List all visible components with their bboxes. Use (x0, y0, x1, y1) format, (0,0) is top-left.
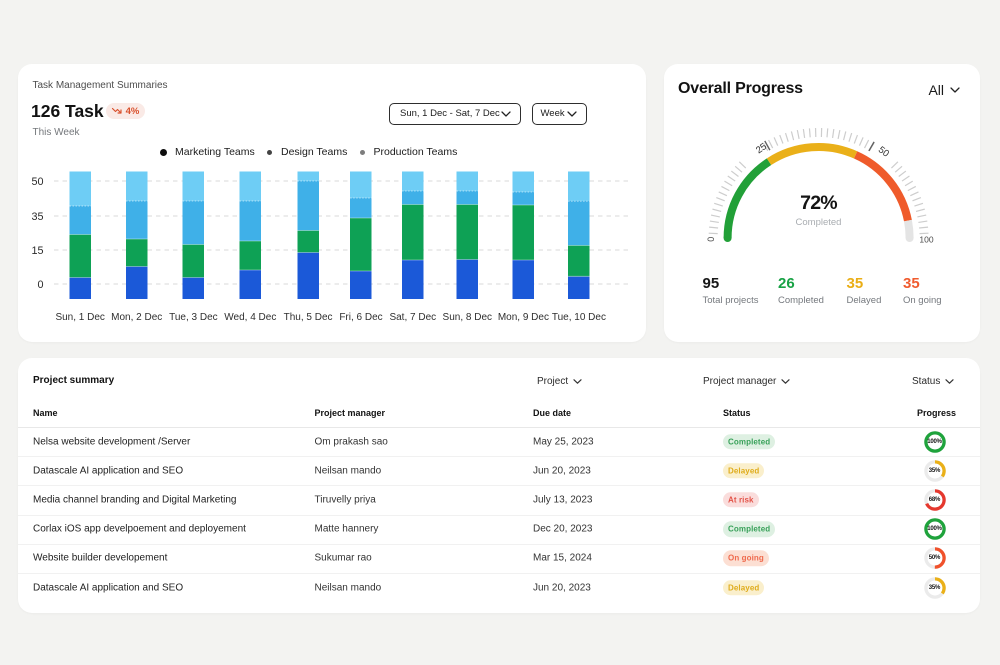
svg-text:Sun, 1 Dec: Sun, 1 Dec (55, 312, 104, 323)
svg-text:25: 25 (754, 141, 769, 156)
svg-text:Sat, 7 Dec: Sat, 7 Dec (389, 312, 436, 323)
svg-text:Thu, 5 Dec: Thu, 5 Dec (284, 312, 333, 323)
svg-text:50: 50 (31, 176, 43, 188)
svg-text:Tue, 10 Dec: Tue, 10 Dec (552, 312, 606, 323)
svg-text:Wed, 4 Dec: Wed, 4 Dec (224, 312, 276, 323)
svg-text:100: 100 (919, 235, 933, 245)
svg-text:50: 50 (876, 144, 891, 159)
svg-text:Mon, 9 Dec: Mon, 9 Dec (498, 312, 549, 323)
svg-text:0: 0 (37, 279, 43, 291)
svg-text:0: 0 (706, 237, 716, 242)
svg-text:15: 15 (31, 245, 43, 257)
svg-text:Sun, 8 Dec: Sun, 8 Dec (443, 312, 492, 323)
svg-text:Fri, 6 Dec: Fri, 6 Dec (339, 312, 382, 323)
svg-text:Mon, 2 Dec: Mon, 2 Dec (111, 312, 162, 323)
svg-text:35: 35 (31, 211, 43, 223)
svg-text:Tue, 3 Dec: Tue, 3 Dec (169, 312, 218, 323)
